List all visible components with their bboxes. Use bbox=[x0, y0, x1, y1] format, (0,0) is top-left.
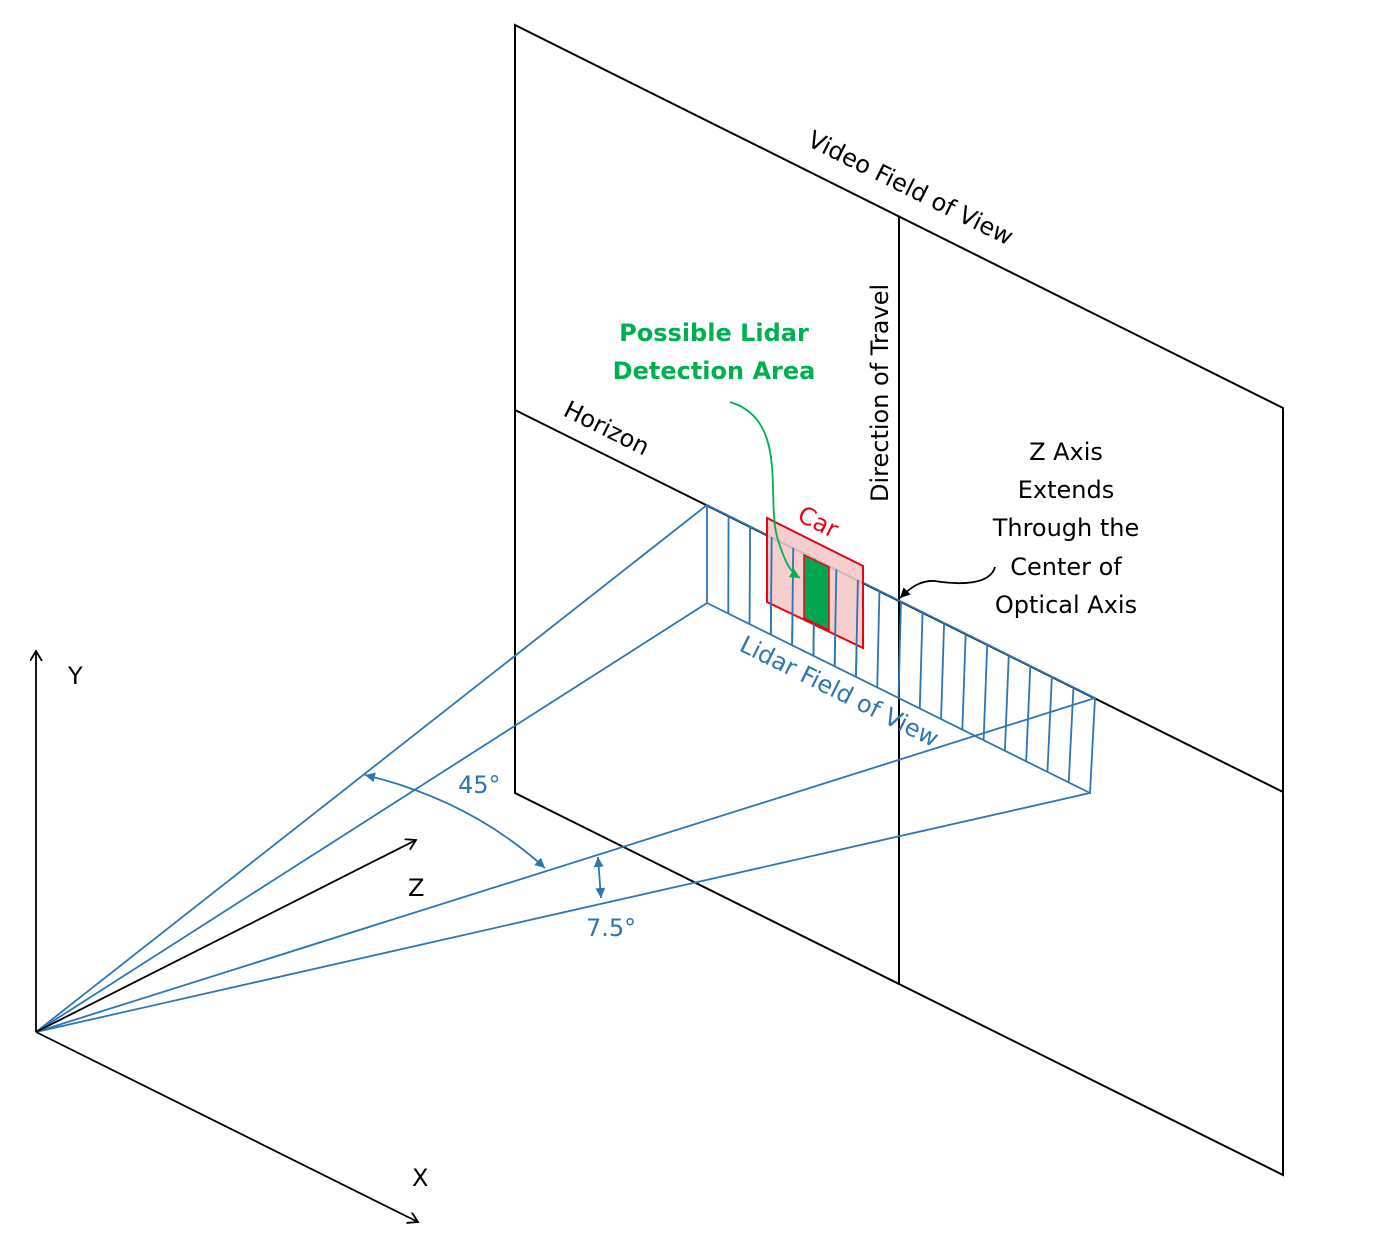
frustum-line-bottom-left bbox=[35, 602, 708, 1033]
lidar-hatch-line bbox=[961, 633, 967, 730]
frustum-line-top-left bbox=[35, 504, 708, 1033]
lidar-hatch-line bbox=[791, 547, 795, 646]
lidar-hatch-line bbox=[833, 569, 838, 667]
y-axis-label: Y bbox=[67, 662, 83, 690]
lidar-hatch-line bbox=[918, 612, 924, 709]
zaxis-label-line5: Optical Axis bbox=[995, 591, 1137, 619]
lidar-hatch-line bbox=[1025, 665, 1032, 762]
lidar-fov-label: Lidar Field of View bbox=[735, 630, 943, 752]
direction-of-travel-label: Direction of Travel bbox=[866, 284, 894, 502]
frustum-line-top-right bbox=[35, 697, 1096, 1033]
angle-vertical-label: 7.5° bbox=[586, 914, 636, 942]
angle-arc-horizontal bbox=[364, 772, 546, 869]
lidar-hatch-line bbox=[1067, 687, 1075, 783]
angle-arrow-vertical bbox=[593, 856, 606, 899]
zaxis-label-line2: Extends bbox=[1018, 476, 1115, 504]
z-axis-label: Z bbox=[408, 874, 424, 902]
zaxis-callout bbox=[899, 566, 996, 599]
lidar-hatch-line bbox=[1003, 655, 1010, 751]
lidar-hatch-line bbox=[897, 601, 902, 699]
lidar-hatch-line bbox=[876, 590, 881, 688]
zaxis-label-line4: Center of bbox=[1010, 553, 1122, 581]
possible-lidar-label-line2: Detection Area bbox=[613, 357, 816, 385]
lidar-hatch-line bbox=[982, 644, 989, 741]
lidar-hatch-line bbox=[1046, 676, 1053, 772]
horizon-label: Horizon bbox=[559, 395, 654, 461]
lidar-strip-hatching-over-car bbox=[769, 537, 859, 677]
zaxis-label-line1: Z Axis bbox=[1029, 438, 1103, 466]
lidar-hatch-line bbox=[940, 622, 946, 720]
lidar-detection-area bbox=[803, 553, 830, 632]
angle-horizontal-label: 45° bbox=[458, 771, 501, 799]
coordinate-axes bbox=[36, 651, 418, 1222]
x-axis-label: X bbox=[412, 1164, 428, 1192]
video-plane-outline bbox=[514, 23, 1284, 1177]
lidar-hatch-line bbox=[748, 526, 752, 625]
x-axis bbox=[35, 1031, 418, 1222]
detection-area-callout bbox=[729, 401, 801, 579]
z-axis bbox=[35, 840, 416, 1033]
lidar-frustum bbox=[35, 504, 1096, 1033]
frustum-line-bottom-right bbox=[35, 792, 1091, 1033]
zaxis-label-line3: Through the bbox=[992, 514, 1140, 542]
video-fov-label: Video Field of View bbox=[803, 125, 1017, 251]
lidar-hatch-line bbox=[855, 580, 859, 677]
lidar-hatch-line bbox=[769, 537, 773, 635]
possible-lidar-label-line1: Possible Lidar bbox=[619, 319, 809, 347]
